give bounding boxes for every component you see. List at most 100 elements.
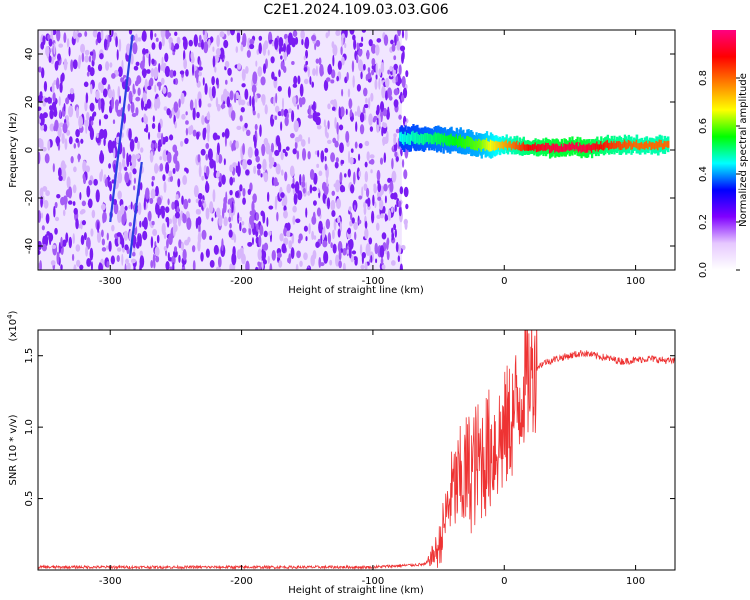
noise-blob bbox=[198, 98, 202, 108]
noise-blob bbox=[132, 42, 138, 55]
noise-blob bbox=[292, 148, 297, 155]
noise-blob bbox=[382, 136, 385, 146]
noise-blob bbox=[148, 53, 151, 67]
noise-blob bbox=[338, 124, 344, 131]
noise-blob bbox=[299, 173, 302, 186]
noise-blob bbox=[359, 112, 365, 123]
band-core bbox=[579, 142, 582, 152]
band-core bbox=[535, 145, 539, 153]
band-core bbox=[411, 131, 414, 141]
band-core bbox=[600, 141, 603, 150]
noise-blob bbox=[129, 161, 133, 167]
band-core bbox=[509, 140, 512, 148]
noise-blob bbox=[65, 97, 70, 105]
noise-blob bbox=[231, 143, 235, 152]
band-core bbox=[598, 144, 602, 150]
noise-blob bbox=[125, 258, 129, 264]
band-core bbox=[460, 137, 464, 148]
spectrogram-y-ticks: -40 -20 0 20 40 bbox=[24, 48, 675, 254]
noise-blob bbox=[66, 129, 71, 136]
noise-blob bbox=[188, 39, 193, 47]
noise-blob bbox=[306, 267, 310, 270]
noise-blob bbox=[89, 66, 95, 77]
noise-blob bbox=[240, 44, 244, 52]
noise-blob bbox=[355, 55, 359, 64]
noise-blob bbox=[382, 205, 386, 214]
noise-blob bbox=[90, 261, 93, 270]
noise-blob bbox=[293, 75, 298, 86]
noise-blob bbox=[184, 138, 189, 145]
noise-blob bbox=[167, 91, 172, 98]
noise-blob bbox=[241, 253, 246, 265]
noise-blob bbox=[337, 60, 342, 71]
x-tick-label: -200 bbox=[230, 276, 253, 287]
noise-blob bbox=[73, 143, 77, 149]
noise-blob bbox=[111, 96, 114, 110]
band-core bbox=[449, 134, 452, 147]
noise-blob bbox=[68, 186, 73, 199]
noise-blob bbox=[389, 181, 394, 193]
noise-blob bbox=[305, 60, 309, 66]
noise-blob bbox=[376, 38, 382, 43]
noise-blob bbox=[215, 207, 221, 218]
noise-blob bbox=[137, 37, 142, 42]
noise-blob bbox=[126, 152, 129, 165]
noise-blob bbox=[49, 109, 54, 120]
noise-blob bbox=[257, 248, 262, 261]
noise-blob bbox=[62, 239, 67, 247]
noise-blob bbox=[130, 101, 135, 114]
noise-blob bbox=[72, 59, 78, 70]
band-core bbox=[459, 134, 462, 147]
noise-blob bbox=[76, 259, 81, 267]
noise-blob bbox=[256, 163, 262, 170]
band-core bbox=[604, 141, 607, 150]
noise-blob bbox=[197, 231, 202, 245]
noise-blob bbox=[151, 220, 155, 226]
noise-blob bbox=[386, 250, 390, 261]
noise-blob bbox=[258, 35, 263, 41]
noise-blob bbox=[305, 207, 308, 218]
noise-blob bbox=[169, 218, 173, 225]
noise-blob bbox=[161, 56, 164, 68]
noise-blob bbox=[88, 179, 93, 186]
noise-blob bbox=[77, 61, 81, 69]
noise-blob bbox=[283, 205, 287, 212]
noise-blob bbox=[218, 154, 223, 164]
x-tick-label: -100 bbox=[362, 276, 385, 287]
noise-blob bbox=[194, 98, 198, 110]
noise-blob bbox=[130, 165, 133, 171]
noise-blob bbox=[181, 113, 186, 120]
noise-blob bbox=[312, 200, 317, 206]
noise-blob bbox=[236, 31, 241, 44]
noise-blob bbox=[382, 122, 388, 129]
spectrogram-noise-region bbox=[38, 30, 409, 270]
noise-blob bbox=[241, 83, 246, 88]
noise-blob bbox=[51, 244, 57, 249]
noise-blob bbox=[391, 231, 395, 241]
noise-blob bbox=[365, 243, 371, 256]
band-core bbox=[608, 142, 611, 151]
noise-blob bbox=[389, 65, 393, 72]
noise-blob bbox=[56, 251, 60, 265]
noise-blob bbox=[104, 128, 107, 140]
noise-blob bbox=[52, 92, 56, 103]
noise-blob bbox=[187, 126, 193, 135]
noise-blob bbox=[347, 227, 352, 235]
noise-blob bbox=[218, 214, 223, 227]
noise-blob bbox=[399, 186, 404, 195]
noise-blob bbox=[397, 30, 402, 37]
noise-blob bbox=[321, 228, 325, 241]
noise-blob bbox=[346, 249, 350, 254]
noise-blob bbox=[376, 124, 380, 133]
noise-blob bbox=[64, 138, 68, 151]
noise-blob bbox=[394, 151, 398, 158]
noise-blob bbox=[403, 186, 409, 198]
band-core bbox=[435, 133, 439, 146]
noise-blob bbox=[116, 247, 122, 252]
noise-blob bbox=[150, 260, 154, 269]
noise-blob bbox=[335, 254, 340, 267]
noise-blob bbox=[311, 34, 317, 42]
noise-blob bbox=[40, 41, 45, 50]
noise-blob bbox=[105, 61, 110, 71]
noise-blob bbox=[121, 132, 124, 138]
